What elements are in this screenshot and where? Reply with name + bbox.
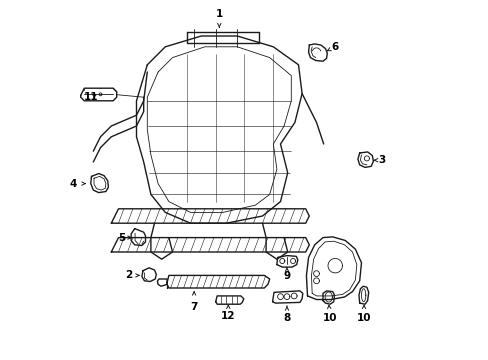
Text: 12: 12	[221, 311, 235, 321]
Text: 11: 11	[84, 92, 99, 102]
Text: 10: 10	[356, 312, 370, 323]
Text: 3: 3	[378, 155, 385, 165]
Text: 9: 9	[283, 271, 290, 281]
Text: 6: 6	[331, 42, 338, 52]
Text: 10: 10	[322, 312, 337, 323]
Text: 1: 1	[215, 9, 223, 19]
Text: 4: 4	[69, 179, 76, 189]
Text: 7: 7	[190, 302, 197, 312]
Text: 2: 2	[125, 270, 132, 280]
Text: 5: 5	[118, 233, 125, 243]
Text: 8: 8	[283, 312, 290, 323]
